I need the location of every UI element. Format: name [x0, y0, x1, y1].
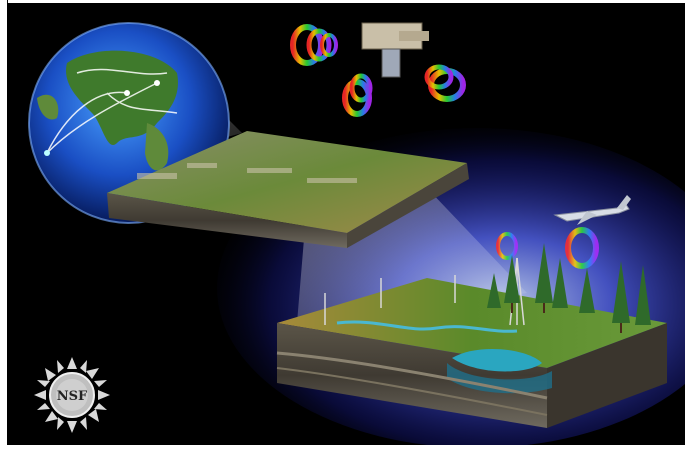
- earth-observation-illustration: NSF: [28, 22, 685, 445]
- nsf-logo-text: NSF: [57, 389, 88, 404]
- satellite: [361, 22, 429, 78]
- landscape-block: [276, 243, 667, 428]
- airplane-signal: [496, 227, 599, 269]
- satellite-signals: [290, 24, 466, 117]
- nsf-logo: NSF: [34, 357, 110, 433]
- terrain-slab: [107, 131, 469, 248]
- illustration: NSF: [7, 3, 685, 445]
- airplane: [553, 195, 631, 225]
